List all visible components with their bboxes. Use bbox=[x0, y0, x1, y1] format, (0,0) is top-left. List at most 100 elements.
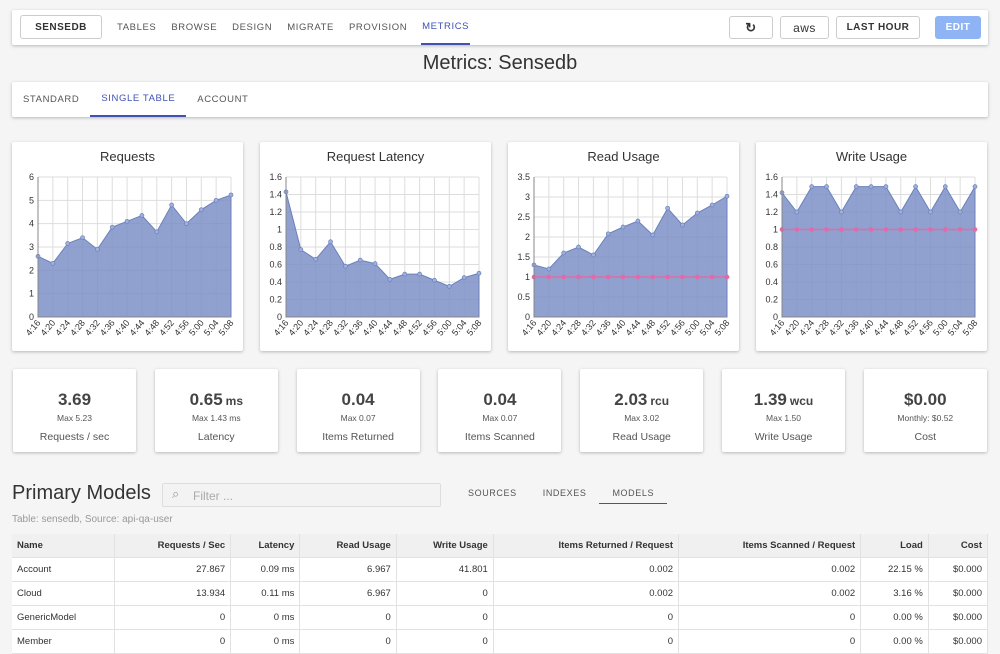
y-tick-label: 2 bbox=[525, 232, 530, 242]
y-tick-label: 1 bbox=[525, 272, 530, 282]
column-header: Cost bbox=[928, 534, 989, 558]
column-header: Name bbox=[12, 534, 116, 558]
point bbox=[650, 274, 656, 280]
nav-tab[interactable]: METRICS bbox=[421, 10, 471, 45]
stat-value: 1.39 wcu bbox=[722, 390, 845, 410]
y-tick-label: 1.2 bbox=[765, 207, 778, 217]
model-tab[interactable]: INDEXES bbox=[542, 488, 587, 498]
y-tick-label: 0.6 bbox=[765, 260, 778, 270]
table-row[interactable]: Member 0 0 ms 0 0 0 0 0.00 % $0.000 bbox=[12, 629, 989, 654]
point bbox=[328, 239, 333, 245]
stat-number: 0.04 bbox=[483, 390, 517, 409]
table-cell: 0 bbox=[114, 605, 232, 630]
column-header: Read Usage bbox=[299, 534, 397, 558]
model-tab[interactable]: SOURCES bbox=[468, 488, 517, 498]
table-row[interactable]: Account 27.867 0.09 ms 6.967 41.801 0.002 0.00… bbox=[12, 557, 989, 582]
chart-title: Request Latency bbox=[326, 149, 425, 164]
table-row[interactable]: GenericModel 0 0 ms 0 0 0 0 0.00 % $0.000 bbox=[12, 605, 989, 630]
table-row[interactable]: Cloud 13.934 0.11 ms 6.967 0 0.002 0.002 3.16 %… bbox=[12, 581, 989, 606]
x-tick-label: 5:04 bbox=[450, 318, 469, 338]
point bbox=[605, 231, 611, 237]
model-tab[interactable]: MODELS bbox=[599, 482, 668, 504]
point bbox=[665, 205, 670, 211]
x-tick-label: 4:52 bbox=[901, 318, 920, 338]
refresh-button[interactable]: ↻ bbox=[729, 16, 773, 39]
point bbox=[591, 252, 596, 258]
stat-label: Requests / sec bbox=[39, 431, 110, 443]
aws-button[interactable]: aws bbox=[780, 16, 829, 39]
y-tick-label: 0.2 bbox=[269, 295, 282, 305]
range-button[interactable]: LAST HOUR bbox=[836, 16, 920, 39]
stat-number: 0.65 bbox=[189, 390, 223, 409]
stat-sub: Monthly: $0.52 bbox=[897, 413, 954, 423]
chart-card: Requests 0 1 2 3 4 5 6 4:16 4:20 4:24 4:28 4:32 4:36 4… bbox=[12, 142, 243, 351]
point bbox=[868, 184, 874, 189]
table-cell: 0.002 bbox=[678, 557, 862, 582]
chart: 00.20.40.60.811.21.41.64:164:204:244:284… bbox=[269, 172, 483, 338]
stat-number: 1.39 bbox=[753, 390, 787, 409]
point bbox=[709, 202, 715, 208]
point bbox=[824, 184, 829, 189]
point bbox=[868, 227, 874, 232]
x-tick-label: 4:52 bbox=[157, 318, 176, 338]
x-tick-label: 4:48 bbox=[142, 318, 161, 338]
x-tick-label: 4:44 bbox=[376, 318, 395, 338]
x-tick-label: 4:28 bbox=[564, 318, 583, 338]
stat-value: 2.03 rcu bbox=[580, 390, 703, 410]
x-tick-label: 4:32 bbox=[827, 318, 846, 338]
nav-tab[interactable]: PROVISION bbox=[348, 22, 408, 33]
stat-label: Items Returned bbox=[322, 431, 394, 443]
point bbox=[546, 274, 552, 280]
point bbox=[942, 184, 948, 189]
point bbox=[724, 193, 730, 199]
x-tick-label: 4:48 bbox=[886, 318, 905, 338]
point bbox=[650, 232, 656, 238]
nav-tab[interactable]: MIGRATE bbox=[287, 22, 334, 33]
column-header: Items Scanned / Request bbox=[678, 534, 862, 558]
point bbox=[839, 209, 844, 215]
stat-value: 0.04 bbox=[438, 390, 561, 410]
filter-input[interactable]: Filter ... bbox=[162, 483, 441, 507]
x-tick-label: 4:56 bbox=[172, 318, 191, 338]
point bbox=[972, 184, 978, 189]
app-button[interactable]: SENSEDB bbox=[20, 15, 102, 39]
table-cell: 22.15 % bbox=[860, 557, 929, 582]
header-row: Name Requests / Sec Latency Read Usage Write… bbox=[12, 534, 989, 558]
nav-tab[interactable]: BROWSE bbox=[171, 22, 218, 33]
subtab[interactable]: STANDARD bbox=[23, 94, 80, 105]
subtab[interactable]: SINGLE TABLE bbox=[90, 82, 187, 117]
x-tick-label: 4:16 bbox=[272, 318, 291, 338]
table-cell: 0.00 % bbox=[860, 605, 929, 630]
model-tabs: SOURCES INDEXES MODELS bbox=[455, 482, 668, 504]
y-tick-label: 1 bbox=[277, 225, 282, 235]
stat-value: 0.04 bbox=[297, 390, 420, 410]
table-cell: 0 bbox=[396, 605, 494, 630]
x-tick-label: 4:36 bbox=[98, 318, 117, 338]
point bbox=[680, 222, 685, 228]
nav-tab[interactable]: TABLES bbox=[117, 22, 157, 33]
y-tick-label: 1 bbox=[773, 225, 778, 235]
stat-number: 2.03 bbox=[614, 390, 648, 409]
point bbox=[80, 235, 85, 241]
y-tick-label: 2.5 bbox=[517, 212, 530, 222]
y-tick-label: 6 bbox=[29, 172, 34, 182]
y-tick-label: 3 bbox=[525, 192, 530, 202]
point bbox=[198, 207, 204, 213]
point bbox=[109, 224, 115, 230]
stat-sub: Max 0.07 bbox=[482, 413, 518, 423]
subtab[interactable]: ACCOUNT bbox=[197, 94, 249, 105]
edit-button[interactable]: EDIT bbox=[935, 16, 981, 39]
x-tick-label: 5:04 bbox=[202, 318, 221, 338]
point bbox=[635, 218, 641, 224]
point bbox=[169, 202, 174, 208]
x-tick-label: 4:20 bbox=[38, 318, 57, 338]
nav-tab[interactable]: DESIGN bbox=[232, 22, 273, 33]
x-tick-label: 5:08 bbox=[713, 318, 732, 338]
table-cell: 6.967 bbox=[299, 557, 397, 582]
point bbox=[839, 227, 844, 232]
subtab-bar bbox=[12, 82, 988, 117]
chart-title: Requests bbox=[100, 149, 155, 164]
point bbox=[680, 274, 685, 280]
y-tick-label: 0.8 bbox=[765, 242, 778, 252]
